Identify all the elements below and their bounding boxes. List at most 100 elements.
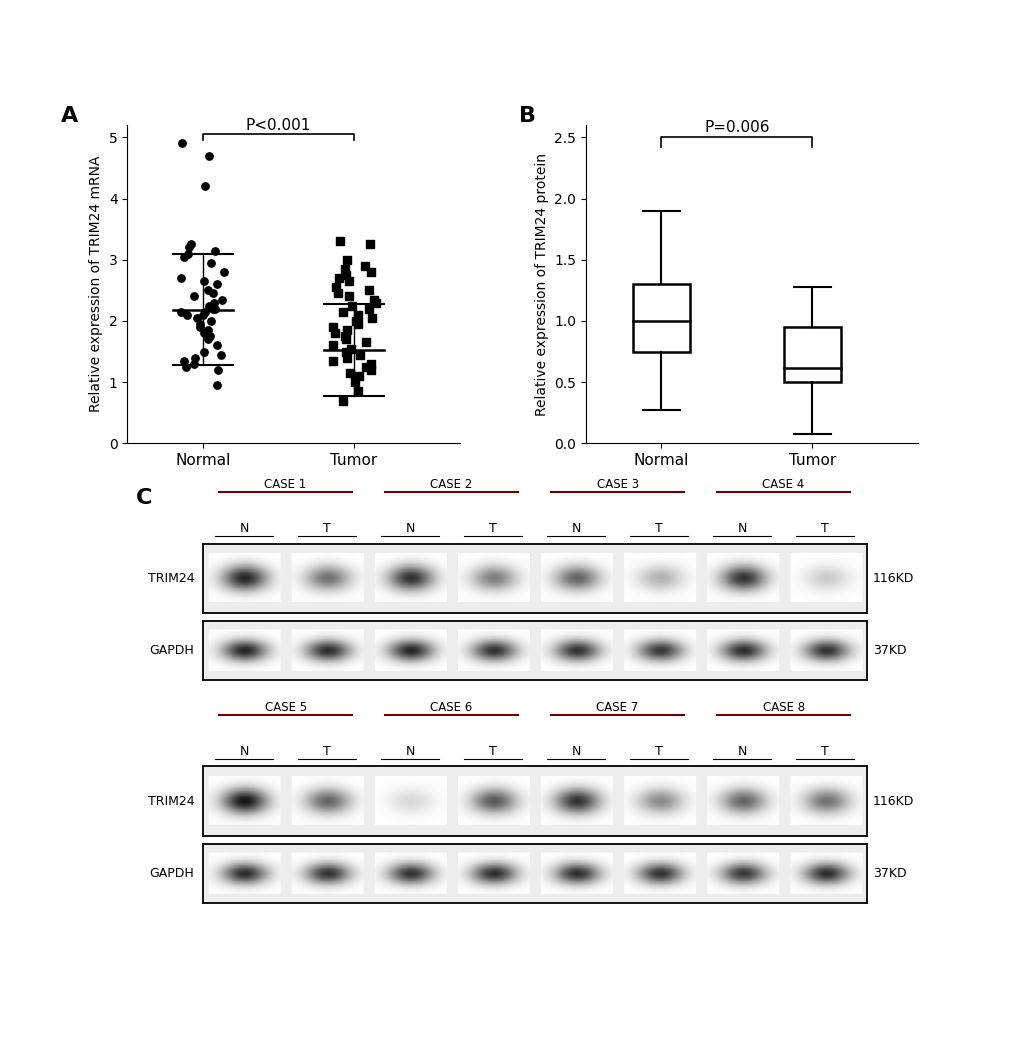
- Point: [207, 242, 223, 258]
- Point: [336, 260, 353, 277]
- Point: [337, 267, 354, 283]
- Point: [206, 294, 222, 311]
- Point: [362, 237, 378, 253]
- Y-axis label: Relative expression of TRIM24 protein: Relative expression of TRIM24 protein: [534, 153, 548, 416]
- Point: [332, 233, 348, 250]
- Point: [338, 331, 355, 348]
- Point: [325, 352, 341, 369]
- Text: CASE 7: CASE 7: [596, 701, 638, 714]
- Point: [200, 322, 216, 339]
- Bar: [783, 327, 841, 382]
- Point: [357, 257, 373, 274]
- Point: [203, 254, 219, 271]
- Point: [196, 343, 212, 359]
- Point: [207, 300, 223, 317]
- Text: 37KD: 37KD: [872, 644, 906, 656]
- Point: [173, 303, 190, 320]
- Text: P<0.001: P<0.001: [246, 118, 311, 133]
- Point: [352, 346, 368, 363]
- Point: [343, 297, 360, 314]
- Point: [363, 355, 379, 372]
- Point: [192, 319, 208, 336]
- Text: N: N: [571, 522, 580, 536]
- Point: [336, 328, 353, 345]
- Point: [341, 365, 358, 381]
- Point: [337, 343, 354, 359]
- Point: [209, 276, 225, 293]
- Point: [350, 306, 366, 323]
- Point: [196, 273, 212, 290]
- Point: [210, 362, 226, 378]
- Point: [338, 349, 355, 366]
- Point: [200, 282, 216, 299]
- Point: [330, 286, 346, 302]
- Point: [346, 374, 363, 391]
- Text: B: B: [519, 106, 536, 126]
- Bar: [632, 284, 689, 351]
- Text: GAPDH: GAPDH: [150, 644, 195, 656]
- Point: [213, 346, 229, 363]
- Point: [185, 355, 202, 372]
- Point: [201, 147, 217, 164]
- Point: [201, 297, 217, 314]
- Text: TRIM24: TRIM24: [148, 572, 195, 585]
- Point: [363, 264, 379, 280]
- Point: [351, 368, 367, 384]
- Point: [205, 286, 221, 302]
- Point: [214, 291, 230, 307]
- Point: [350, 316, 366, 332]
- Point: [364, 309, 380, 326]
- Text: C: C: [136, 489, 152, 508]
- Text: CASE 2: CASE 2: [430, 478, 472, 491]
- Text: CASE 6: CASE 6: [430, 701, 472, 714]
- Point: [197, 303, 213, 320]
- Point: [361, 300, 377, 317]
- Point: [342, 340, 359, 356]
- Point: [209, 377, 225, 394]
- Point: [330, 270, 346, 287]
- Point: [360, 282, 376, 299]
- Point: [186, 349, 203, 366]
- Text: CASE 4: CASE 4: [762, 478, 804, 491]
- Text: 116KD: 116KD: [872, 795, 913, 808]
- Text: T: T: [489, 745, 496, 759]
- Point: [202, 328, 218, 345]
- Point: [209, 338, 225, 354]
- Point: [199, 331, 215, 348]
- Text: N: N: [405, 522, 415, 536]
- Text: A: A: [61, 106, 78, 126]
- Point: [347, 313, 364, 329]
- Text: N: N: [571, 745, 580, 759]
- Point: [189, 309, 205, 326]
- Point: [178, 306, 195, 323]
- Point: [185, 289, 202, 305]
- Point: [334, 303, 351, 320]
- Text: CASE 8: CASE 8: [762, 701, 804, 714]
- Point: [358, 334, 374, 351]
- Text: N: N: [405, 745, 415, 759]
- Point: [176, 248, 193, 265]
- Point: [177, 358, 194, 375]
- Text: 37KD: 37KD: [872, 867, 906, 879]
- Text: T: T: [820, 522, 828, 536]
- Text: CASE 3: CASE 3: [596, 478, 638, 491]
- Point: [325, 319, 341, 336]
- Point: [340, 273, 357, 290]
- Text: T: T: [489, 522, 496, 536]
- Point: [215, 264, 231, 280]
- Text: CASE 1: CASE 1: [264, 478, 307, 491]
- Point: [325, 338, 341, 354]
- Point: [368, 294, 384, 311]
- Text: CASE 5: CASE 5: [264, 701, 307, 714]
- Text: P=0.006: P=0.006: [703, 120, 768, 134]
- Point: [205, 300, 221, 317]
- Point: [340, 289, 357, 305]
- Text: N: N: [737, 745, 746, 759]
- Text: 116KD: 116KD: [872, 572, 913, 585]
- Point: [326, 325, 342, 342]
- Point: [334, 392, 351, 408]
- Point: [179, 245, 196, 262]
- Text: TRIM24: TRIM24: [148, 795, 195, 808]
- Point: [350, 383, 366, 400]
- Point: [176, 352, 193, 369]
